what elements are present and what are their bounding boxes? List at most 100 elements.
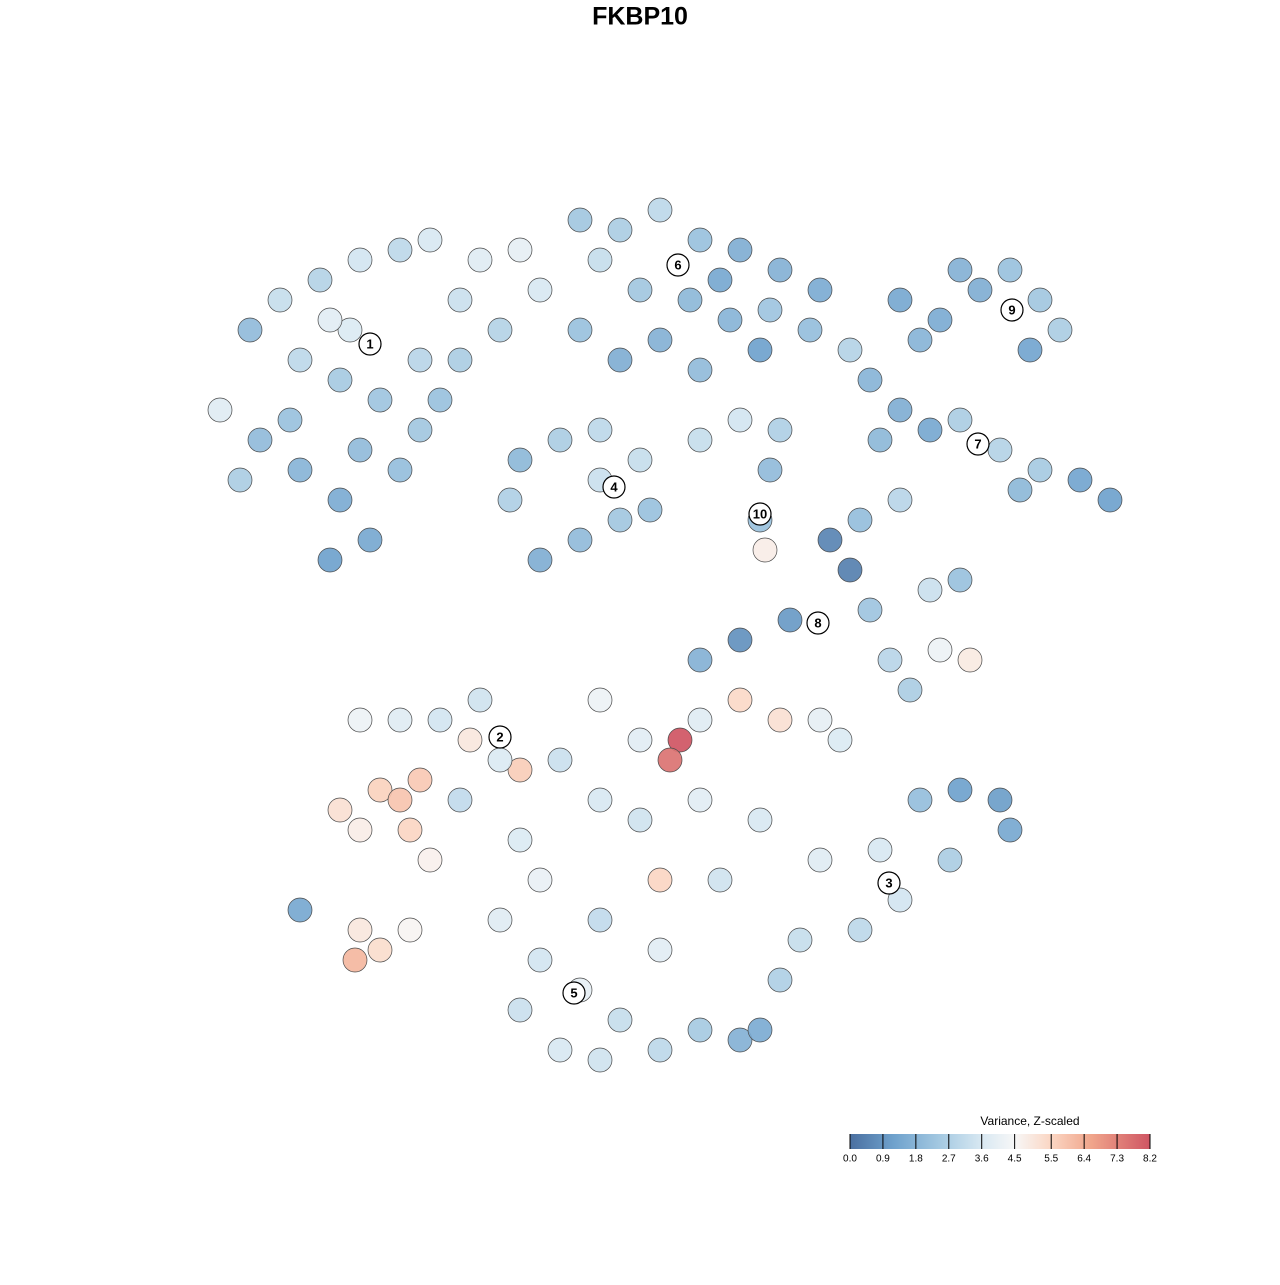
point bbox=[387, 237, 413, 263]
point bbox=[877, 647, 903, 673]
point bbox=[457, 727, 483, 753]
cluster-label: 2 bbox=[496, 729, 503, 744]
point bbox=[987, 787, 1013, 813]
point bbox=[667, 727, 693, 753]
point bbox=[757, 297, 783, 323]
cluster-label: 9 bbox=[1008, 302, 1015, 317]
colorbar-tick-label: 0.0 bbox=[843, 1154, 857, 1165]
point bbox=[447, 347, 473, 373]
point bbox=[647, 867, 673, 893]
point bbox=[447, 287, 473, 313]
point bbox=[847, 507, 873, 533]
point bbox=[1027, 457, 1053, 483]
point bbox=[527, 547, 553, 573]
point bbox=[347, 917, 373, 943]
point bbox=[342, 947, 368, 973]
point bbox=[867, 837, 893, 863]
point bbox=[287, 897, 313, 923]
point bbox=[407, 417, 433, 443]
cluster-marker bbox=[602, 475, 626, 499]
cluster-marker bbox=[666, 253, 690, 277]
point bbox=[427, 387, 453, 413]
point bbox=[807, 707, 833, 733]
point bbox=[447, 787, 473, 813]
point bbox=[727, 237, 753, 263]
point bbox=[287, 457, 313, 483]
point bbox=[627, 727, 653, 753]
point bbox=[707, 267, 733, 293]
point bbox=[817, 527, 843, 553]
point bbox=[307, 267, 333, 293]
point bbox=[527, 277, 553, 303]
point bbox=[957, 647, 983, 673]
point bbox=[627, 447, 653, 473]
point bbox=[947, 777, 973, 803]
point bbox=[567, 207, 593, 233]
point bbox=[367, 777, 393, 803]
point bbox=[767, 257, 793, 283]
point bbox=[807, 847, 833, 873]
point bbox=[277, 407, 303, 433]
point bbox=[587, 247, 613, 273]
point bbox=[647, 937, 673, 963]
point bbox=[607, 507, 633, 533]
point bbox=[687, 647, 713, 673]
point bbox=[837, 557, 863, 583]
point bbox=[907, 787, 933, 813]
cluster-label: 10 bbox=[753, 506, 767, 521]
cluster-label: 5 bbox=[570, 985, 577, 1000]
point bbox=[797, 317, 823, 343]
cluster-marker bbox=[748, 502, 772, 526]
cluster-label: 6 bbox=[674, 257, 681, 272]
point bbox=[727, 407, 753, 433]
point bbox=[807, 277, 833, 303]
colorbar-tick-label: 7.3 bbox=[1110, 1154, 1124, 1165]
point bbox=[687, 1017, 713, 1043]
colorbar-tick-label: 3.6 bbox=[975, 1154, 989, 1165]
point bbox=[267, 287, 293, 313]
point bbox=[687, 357, 713, 383]
point bbox=[417, 847, 443, 873]
point bbox=[717, 307, 743, 333]
chart-title: FKBP10 bbox=[592, 3, 688, 31]
point bbox=[687, 707, 713, 733]
point bbox=[467, 247, 493, 273]
point bbox=[347, 817, 373, 843]
point bbox=[387, 457, 413, 483]
point bbox=[727, 1027, 753, 1053]
point bbox=[327, 487, 353, 513]
point bbox=[1067, 467, 1093, 493]
point bbox=[527, 947, 553, 973]
point bbox=[947, 257, 973, 283]
point bbox=[997, 257, 1023, 283]
point bbox=[747, 1017, 773, 1043]
point bbox=[407, 767, 433, 793]
point bbox=[627, 277, 653, 303]
point bbox=[752, 537, 778, 563]
point bbox=[767, 417, 793, 443]
point bbox=[857, 367, 883, 393]
point bbox=[857, 597, 883, 623]
point bbox=[397, 917, 423, 943]
point bbox=[387, 787, 413, 813]
point bbox=[747, 337, 773, 363]
colorbar-tick-label: 0.9 bbox=[876, 1154, 890, 1165]
point bbox=[727, 627, 753, 653]
point bbox=[687, 427, 713, 453]
cluster-label: 8 bbox=[814, 615, 821, 630]
point bbox=[607, 217, 633, 243]
point bbox=[317, 547, 343, 573]
point bbox=[647, 1037, 673, 1063]
point bbox=[787, 927, 813, 953]
point bbox=[487, 907, 513, 933]
point bbox=[997, 817, 1023, 843]
point bbox=[887, 287, 913, 313]
point bbox=[327, 797, 353, 823]
point bbox=[507, 997, 533, 1023]
point bbox=[727, 687, 753, 713]
colorbar-tick-label: 5.5 bbox=[1044, 1154, 1058, 1165]
point bbox=[1027, 287, 1053, 313]
point bbox=[327, 367, 353, 393]
point bbox=[927, 307, 953, 333]
point bbox=[1017, 337, 1043, 363]
